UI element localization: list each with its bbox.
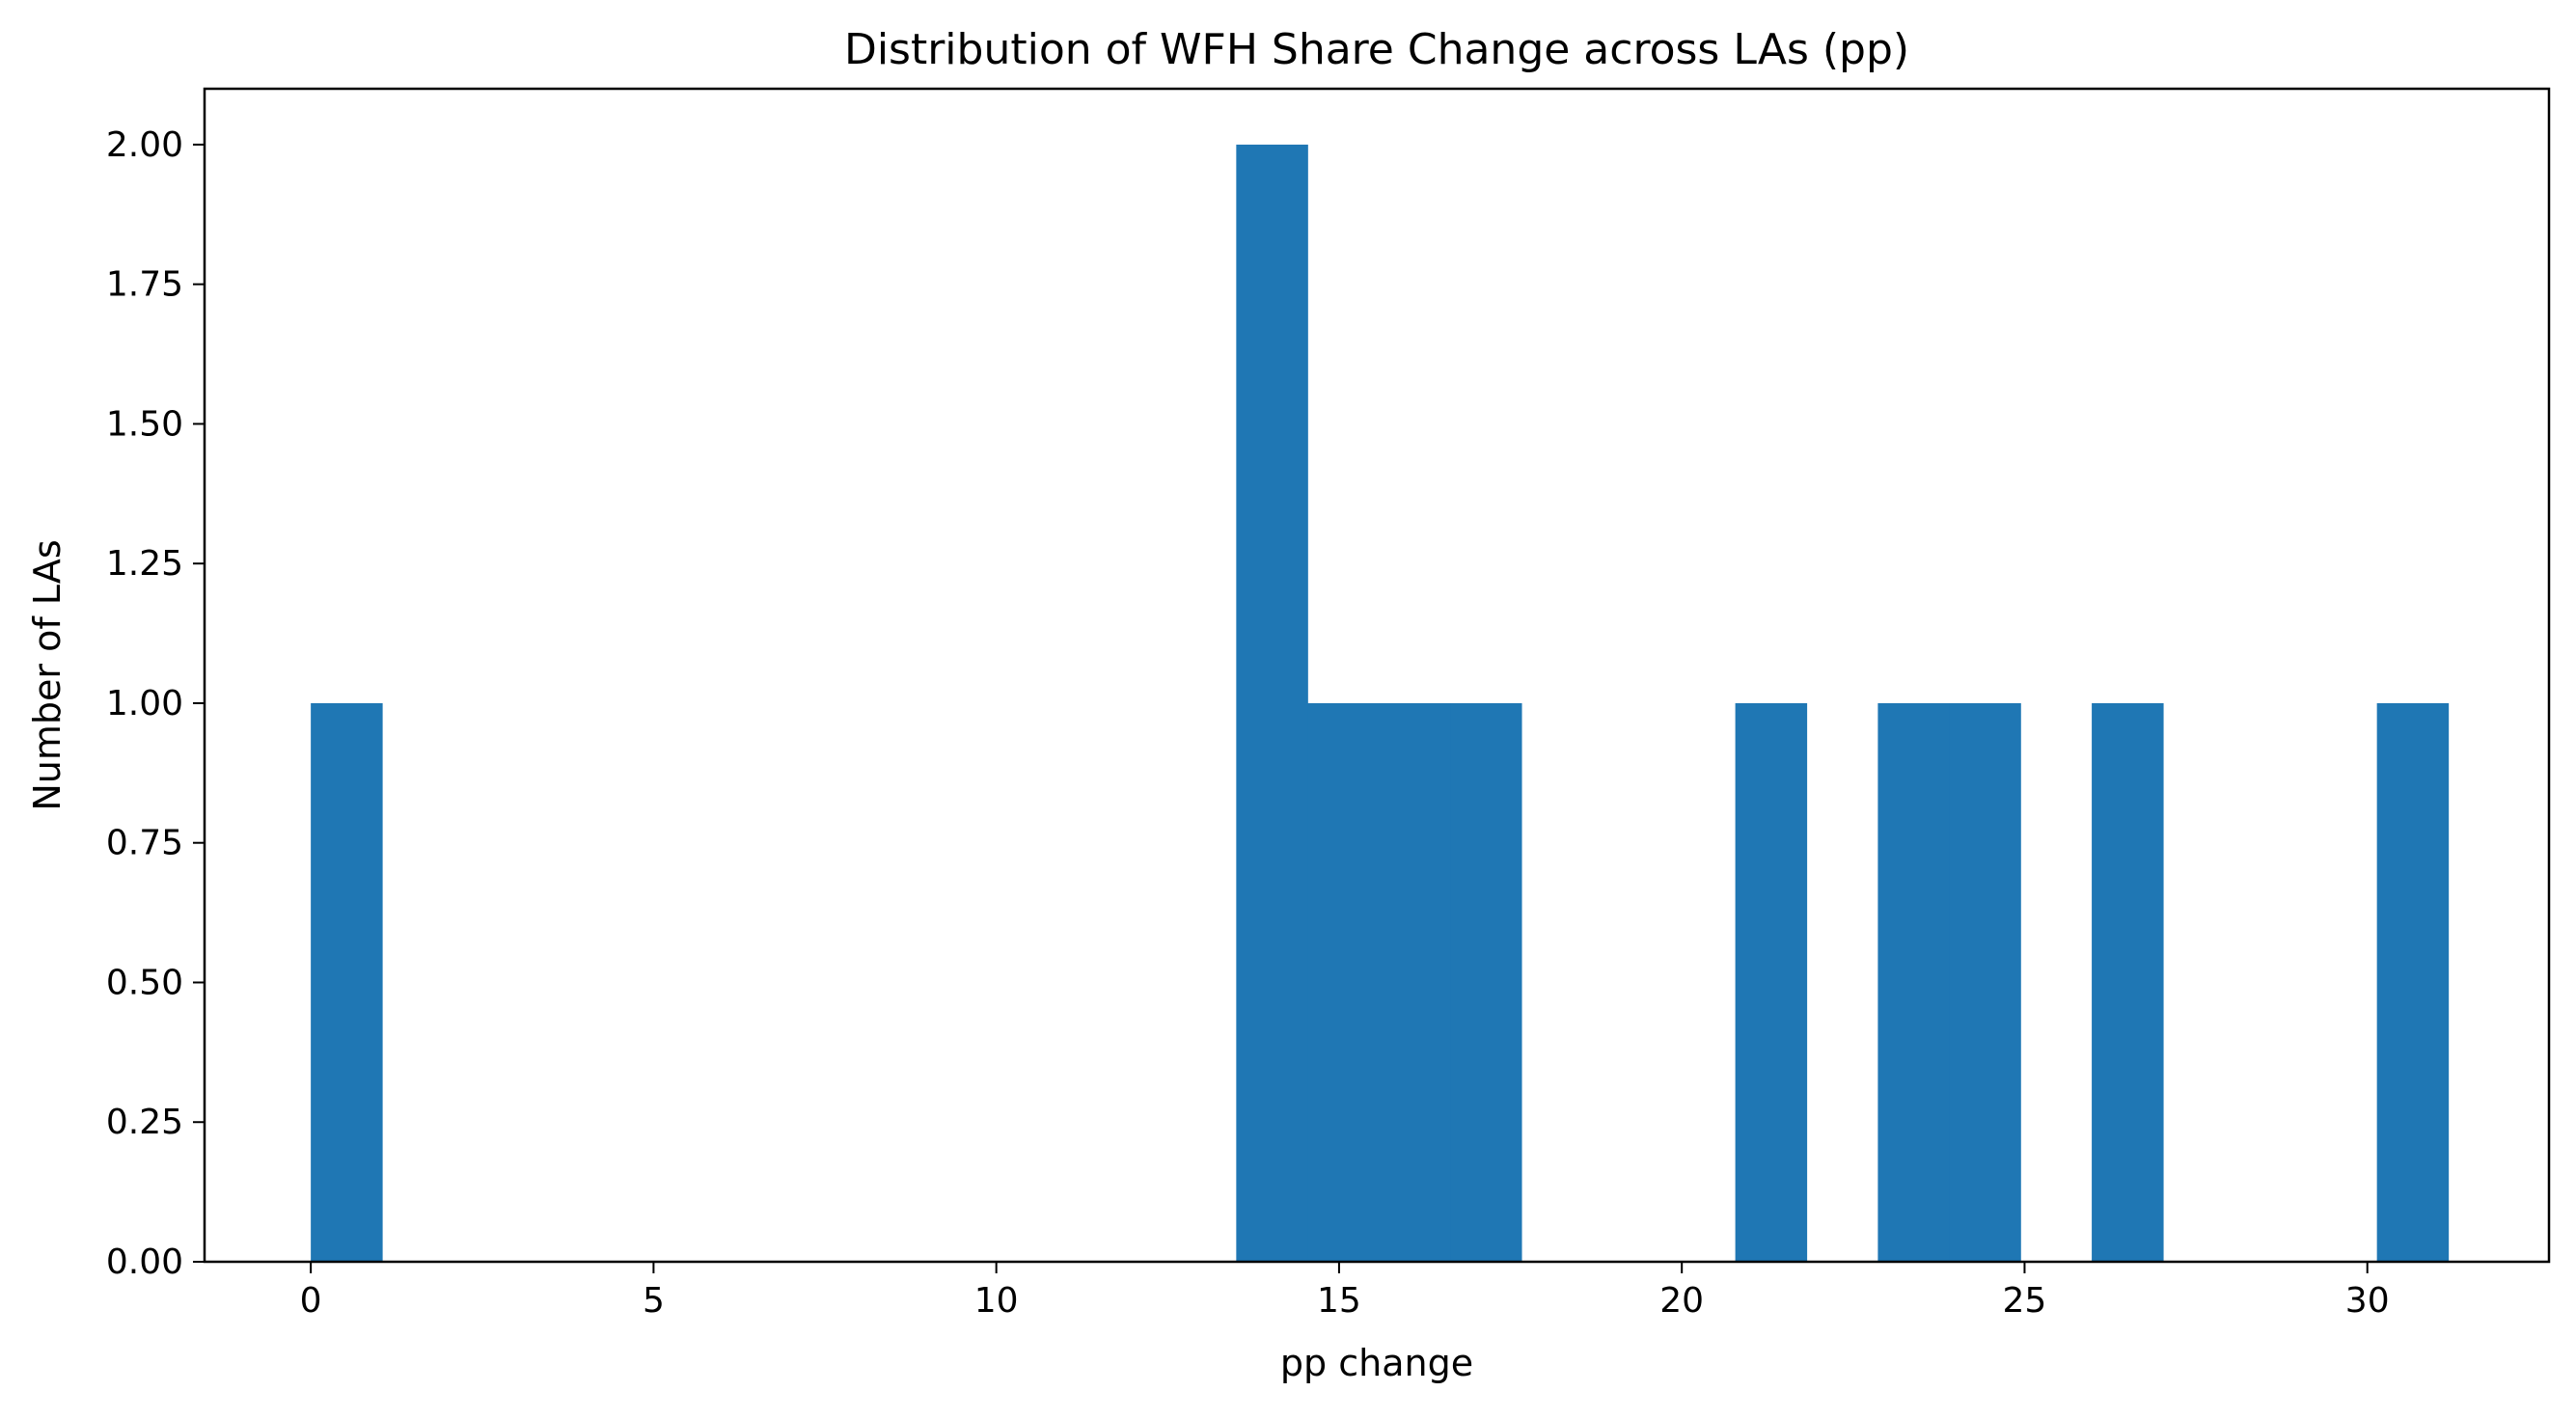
x-tick-label: 30 [2345, 1281, 2390, 1321]
histogram-bar-8 [2092, 702, 2164, 1262]
plot-frame [203, 87, 2551, 1264]
y-tick-label: 2.00 [106, 125, 183, 165]
y-tick-label: 0.00 [106, 1242, 183, 1282]
y-tick-label: 1.50 [106, 404, 183, 444]
histogram-bar-4 [1450, 702, 1522, 1262]
histogram-bar-1 [1236, 144, 1308, 1262]
histogram-bar-6 [1877, 702, 1950, 1262]
x-tick-label: 5 [643, 1281, 665, 1321]
bars-group [311, 144, 2450, 1262]
x-tick-label: 15 [1317, 1281, 1361, 1321]
y-tick-label: 1.75 [106, 265, 183, 305]
y-tick-label: 0.25 [106, 1103, 183, 1142]
y-axis-label: Number of LAs [26, 539, 69, 810]
histogram-bar-5 [1735, 702, 1808, 1262]
x-tick-label: 10 [974, 1281, 1019, 1321]
x-tick-label: 0 [300, 1281, 322, 1321]
y-tick-label: 0.75 [106, 824, 183, 863]
x-tick-label: 20 [1659, 1281, 1704, 1321]
x-tick-label: 25 [2003, 1281, 2047, 1321]
histogram-bar-2 [1307, 702, 1380, 1262]
x-axis-label: pp change [1280, 1342, 1473, 1384]
histogram-bar-3 [1379, 702, 1451, 1262]
y-tick-label: 1.25 [106, 544, 183, 584]
y-tick-label: 1.00 [106, 684, 183, 723]
histogram-bar-0 [311, 702, 383, 1262]
histogram-bar-7 [1949, 702, 2021, 1262]
y-axis-ticks: 0.00 0.25 0.50 0.75 1.00 1.25 1.50 1.75 2.00 [106, 125, 205, 1282]
x-axis-ticks: 0 5 10 15 20 25 30 [300, 1262, 2390, 1321]
y-tick-label: 0.50 [106, 963, 183, 1002]
histogram-bar-9 [2376, 702, 2450, 1262]
chart-title: Distribution of WFH Share Change across … [844, 25, 1909, 74]
